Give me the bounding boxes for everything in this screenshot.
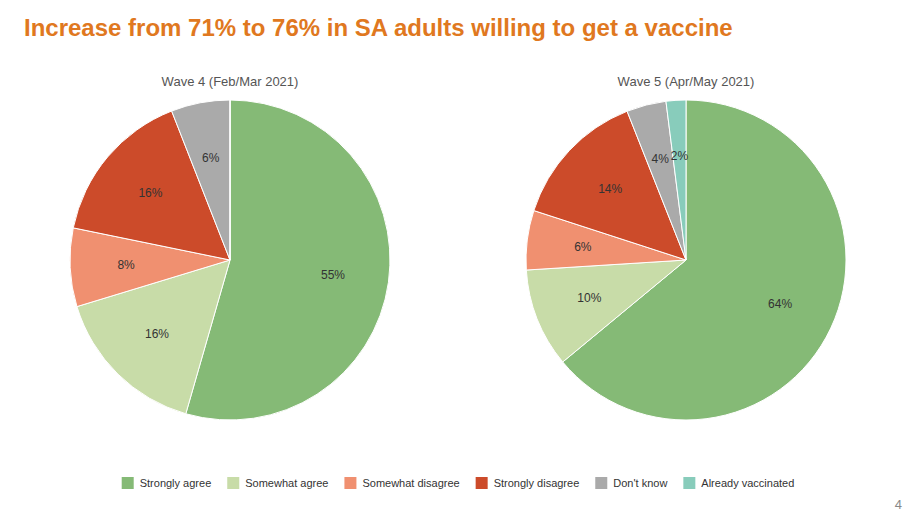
data-labels: 64% 10% 6% 14% 4%2% [574,149,792,311]
legend-item: Already vaccinated [683,477,794,489]
legend-item: Somewhat disagree [344,477,459,489]
legend-swatch [476,477,488,489]
legend-swatch [595,477,607,489]
legend-label: Already vaccinated [701,477,794,489]
data-label: 6% [202,151,220,165]
pie: Wave 4 (Feb/Mar 2021) 55% 16% 8% 16% 6% [70,74,390,420]
slice [666,100,686,260]
legend-swatch [344,477,356,489]
data-label: 4% [651,152,669,166]
legend-label: Somewhat disagree [362,477,459,489]
slice [172,100,230,260]
data-label: 2% [671,149,689,163]
slice [230,100,231,260]
legend-swatch [683,477,695,489]
slices [526,100,846,420]
title: Increase from 71% to 76% in SA adults wi… [24,14,733,41]
legend-swatch [227,477,239,489]
legend-item: Strongly disagree [476,477,580,489]
legend-label: Somewhat agree [245,477,328,489]
data-label: 55% [321,268,345,282]
slices [70,100,390,420]
data-label: 16% [138,186,162,200]
legend-item: Strongly agree [122,477,212,489]
legend-label: Strongly agree [140,477,212,489]
data-label: 64% [768,297,792,311]
legend-item: Don't know [595,477,667,489]
data-label: 8% [117,258,135,272]
data-labels: 55% 16% 8% 16% 6% [117,151,345,341]
page-number: 4 [895,497,902,512]
legend: Strongly agree Somewhat agree Somewhat dis… [122,477,795,489]
legend-label: Don't know [613,477,667,489]
data-label: 16% [145,327,169,341]
pie-title: Wave 4 (Feb/Mar 2021) [162,74,299,89]
legend-label: Strongly disagree [494,477,580,489]
legend-swatch [122,477,134,489]
pie-title: Wave 5 (Apr/May 2021) [618,74,755,89]
slice [526,260,686,362]
data-label: 10% [577,291,601,305]
chart: Increase from 71% to 76% in SA adults wi… [0,0,916,517]
pie: Wave 5 (Apr/May 2021) 64% 10% 6% 14% 4%2% [526,74,846,420]
data-label: 6% [574,240,592,254]
data-label: 14% [598,182,622,196]
legend-item: Somewhat agree [227,477,328,489]
